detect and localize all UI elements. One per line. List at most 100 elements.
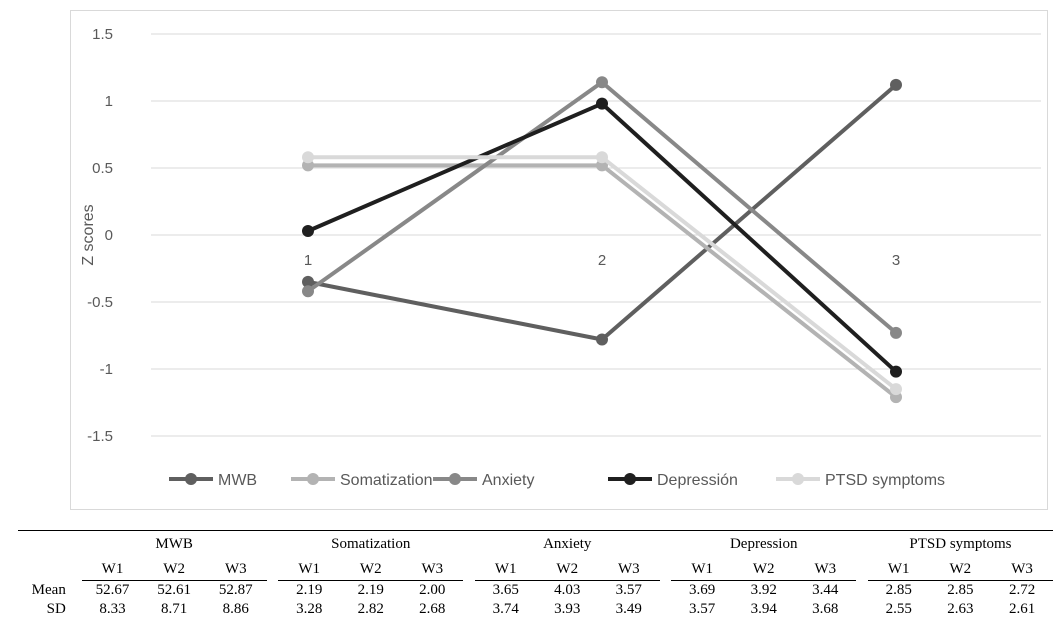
table-cell: 3.57 <box>615 582 642 598</box>
x-tick-labels: 1 2 3 <box>304 252 900 269</box>
series-depressi-n <box>302 97 902 378</box>
table-cell: 8.71 <box>161 601 188 617</box>
data-point <box>596 97 608 110</box>
y-axis-title: Z scores <box>80 204 97 265</box>
series-mwb <box>302 78 902 346</box>
table-wave-header: W2 <box>339 558 402 581</box>
data-point <box>890 326 902 339</box>
table-group-spacer <box>70 581 82 601</box>
series-line <box>306 82 898 342</box>
y-tick-label: -1 <box>100 361 113 378</box>
table-group-spacer <box>856 558 868 581</box>
table-group-spacer <box>69 530 82 558</box>
y-tick-labels: 1.5 1 0.5 0 -0.5 -1 -1.5 <box>87 26 113 445</box>
table-wave-header: W1 <box>278 558 340 581</box>
table-cell: 52.67 <box>95 582 130 598</box>
table-group-spacer <box>70 600 82 619</box>
table-group-spacer <box>267 581 279 601</box>
table-cell: 3.28 <box>296 601 323 617</box>
y-tick-label: 1 <box>105 93 113 110</box>
table-group-spacer <box>267 558 279 581</box>
data-point <box>302 151 314 164</box>
y-tick-label: 0 <box>105 227 113 244</box>
legend-label: Somatization <box>340 472 433 489</box>
table-wave-header: W1 <box>81 558 144 581</box>
table-wave-header: W3 <box>204 558 267 581</box>
table-wave-header: W1 <box>867 558 930 581</box>
table-cell: 3.57 <box>689 601 716 617</box>
table-group-label: Depression <box>729 536 798 552</box>
series-ptsd-symptoms <box>302 151 902 396</box>
table-cell: 2.85 <box>885 582 912 598</box>
legend-label: MWB <box>218 472 257 489</box>
table-group-label: MWB <box>155 536 193 552</box>
table-cell: 3.93 <box>554 601 581 617</box>
data-point <box>596 76 608 89</box>
table-cell: 3.44 <box>812 582 839 598</box>
table-cell: 2.82 <box>357 601 384 617</box>
x-tick-label: 1 <box>304 252 312 269</box>
table-group-spacer <box>660 558 672 581</box>
table-group-spacer <box>70 558 82 581</box>
table-row: Mean 52.67 52.61 52.87 2.19 2.19 2.00 3.65 4.03 3… <box>18 581 1053 601</box>
table-cell: 3.94 <box>750 601 777 617</box>
legend-marker <box>624 473 636 485</box>
legend-item: Anxiety <box>433 472 534 489</box>
table-group-label: Somatization <box>331 536 411 552</box>
legend-marker <box>185 473 197 485</box>
table-group-spacer <box>856 530 868 558</box>
data-point <box>302 285 314 298</box>
data-point <box>302 275 314 288</box>
table-group-label: Anxiety <box>543 536 592 552</box>
table-group-header-row: MWB Somatization Anxiety Depression PTSD sym… <box>18 530 1053 558</box>
table-group-spacer <box>266 530 279 558</box>
x-tick-label: 3 <box>892 252 900 269</box>
table-wave-header-row: W1 W2 W3 W1 W2 W3 W1 W2 W3 W1 W2 W3 W1 W2 W3 <box>18 558 1053 581</box>
legend-item: Somatization <box>291 472 433 489</box>
data-point <box>890 78 902 91</box>
table-cell: 8.33 <box>99 601 126 617</box>
table-wave-header: W3 <box>598 558 660 581</box>
table-group-spacer <box>856 581 868 601</box>
table-cell: 3.49 <box>615 601 642 617</box>
table-group-header: Depression <box>671 530 857 558</box>
data-point <box>596 333 608 346</box>
line-chart: 1.5 1 0.5 0 -0.5 -1 -1.5 1 2 3 MWB Somatization An… <box>80 26 1041 489</box>
data-point <box>890 383 902 396</box>
table-wave-header: W2 <box>732 558 795 581</box>
y-tick-label: -0.5 <box>87 294 113 311</box>
gridlines <box>151 33 1041 437</box>
table-cell: 2.85 <box>947 582 974 598</box>
legend-marker <box>449 473 461 485</box>
table-cell: 2.19 <box>357 582 384 598</box>
table-cell: 52.87 <box>218 582 253 598</box>
table-wave-header: W1 <box>671 558 733 581</box>
table-row-label: Mean <box>31 581 66 598</box>
table-row: SD 8.33 8.71 8.86 3.28 2.82 2.68 3.74 3.93 3.49 3.… <box>18 600 1053 619</box>
table-cell: 2.00 <box>419 582 446 598</box>
table-group-spacer <box>463 600 475 619</box>
table-wave-header: W2 <box>929 558 992 581</box>
table-group-spacer <box>463 581 475 601</box>
table-wave-header: W3 <box>794 558 857 581</box>
legend: MWB Somatization Anxiety Depressión PTSD sym… <box>169 472 945 489</box>
table-corner <box>18 530 70 558</box>
series-anxiety <box>302 76 902 339</box>
table-cell: 52.61 <box>157 582 191 598</box>
legend-label: Depressión <box>657 472 738 489</box>
x-tick-label: 2 <box>598 252 606 269</box>
table-group-header: Anxiety <box>474 530 660 558</box>
table-group-header: MWB <box>81 530 267 558</box>
legend-label: PTSD symptoms <box>825 472 945 489</box>
table-group-header: PTSD symptoms <box>867 530 1053 558</box>
table-cell: 3.69 <box>689 582 716 598</box>
table-cell: 3.74 <box>492 601 519 617</box>
table-cell: 2.19 <box>296 582 323 598</box>
y-tick-label: 1.5 <box>92 26 113 43</box>
series-lines <box>302 76 902 404</box>
series-line <box>306 101 898 374</box>
chart-panel: 1.5 1 0.5 0 -0.5 -1 -1.5 1 2 3 MWB Somatization An… <box>70 10 1048 510</box>
legend-item: PTSD symptoms <box>776 472 945 489</box>
table-cell: 3.68 <box>812 601 839 617</box>
table-group-spacer <box>660 600 672 619</box>
